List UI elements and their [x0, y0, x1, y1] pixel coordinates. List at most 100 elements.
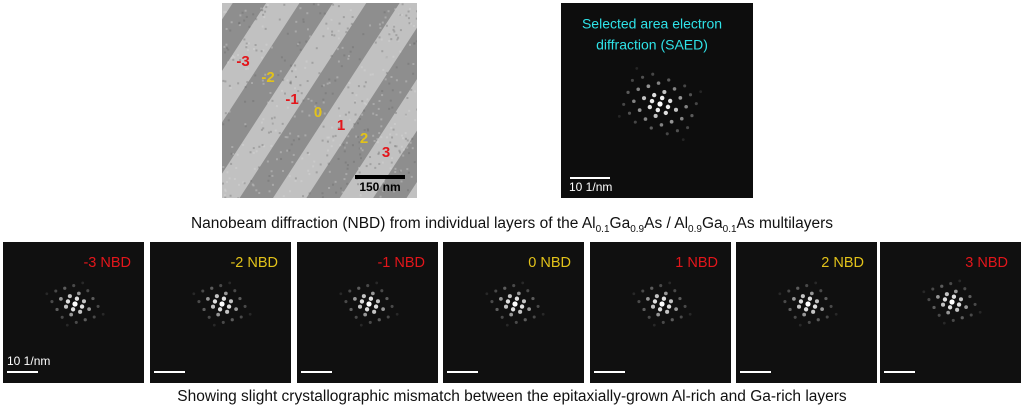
nbd-panel: 0 NBD — [443, 242, 584, 383]
diffraction-spot — [55, 307, 59, 312]
texture — [230, 152, 233, 155]
texture — [275, 158, 278, 161]
texture — [321, 85, 324, 88]
texture — [385, 24, 388, 27]
diffraction-spot — [228, 299, 234, 304]
texture — [408, 109, 411, 112]
texture — [394, 145, 397, 148]
texture — [399, 91, 402, 94]
layer-label: -2 — [261, 69, 274, 86]
texture — [399, 151, 402, 154]
texture — [415, 17, 417, 20]
texture — [340, 65, 343, 68]
texture — [391, 189, 394, 192]
texture — [224, 188, 227, 191]
panel-background — [880, 242, 1021, 383]
texture — [302, 99, 305, 102]
texture — [381, 90, 384, 93]
texture — [271, 174, 274, 177]
texture — [233, 178, 236, 181]
texture — [409, 22, 412, 25]
texture — [269, 130, 272, 133]
texture — [331, 92, 334, 95]
diffraction-spot — [834, 312, 838, 316]
texture — [260, 7, 263, 10]
diffraction-spot — [654, 294, 659, 299]
texture — [404, 137, 407, 140]
texture — [382, 189, 385, 192]
texture — [252, 100, 255, 103]
texture — [388, 33, 391, 36]
diffraction-spot — [788, 307, 792, 312]
subscript: 0.1 — [596, 224, 610, 235]
texture — [299, 7, 302, 10]
texture — [384, 78, 387, 81]
diffraction-spot — [944, 292, 949, 297]
diffraction-spot — [968, 294, 972, 299]
texture — [278, 18, 281, 21]
saed-image: Selected area electron diffraction (SAED… — [561, 3, 753, 198]
diffraction-spot — [641, 96, 647, 101]
diffraction-spot — [72, 301, 78, 307]
diffraction-spot — [65, 299, 71, 304]
texture — [337, 60, 340, 63]
diffraction-spot — [646, 297, 650, 301]
diffraction-spot — [679, 315, 683, 319]
texture — [315, 171, 318, 174]
texture — [226, 171, 229, 174]
texture — [284, 136, 287, 139]
diffraction-spot — [81, 299, 87, 304]
texture — [254, 44, 257, 47]
texture — [261, 79, 264, 82]
texture — [255, 189, 258, 192]
texture — [230, 21, 233, 24]
texture — [365, 165, 368, 168]
diffraction-spot — [807, 320, 811, 324]
texture — [372, 134, 375, 137]
texture — [413, 161, 416, 164]
caption-text: Nanobeam diffraction (NBD) from individu… — [191, 215, 596, 232]
texture — [381, 50, 384, 53]
panel-background — [150, 242, 291, 383]
texture — [260, 56, 263, 59]
texture — [359, 153, 362, 156]
stripe — [222, 3, 417, 198]
texture — [400, 13, 403, 16]
texture — [301, 110, 304, 113]
texture — [323, 112, 326, 115]
diffraction-spot — [964, 305, 968, 309]
diffraction-spot — [811, 309, 816, 314]
texture — [393, 123, 396, 126]
diffraction-spot — [673, 289, 677, 293]
diffraction-spot — [650, 304, 656, 309]
texture — [328, 78, 331, 81]
texture — [347, 57, 350, 60]
footer-caption: Showing slight crystallographic mismatch… — [177, 388, 847, 405]
texture — [377, 151, 380, 154]
texture — [344, 113, 347, 116]
texture — [331, 126, 334, 129]
texture — [286, 136, 289, 139]
texture — [416, 108, 417, 111]
diffraction-spot — [940, 284, 944, 288]
texture — [363, 129, 366, 132]
texture — [407, 171, 410, 174]
texture — [257, 166, 260, 169]
diffraction-spot — [931, 287, 935, 291]
texture — [286, 32, 289, 35]
texture — [415, 10, 417, 13]
diffraction-spot — [798, 299, 804, 304]
diffraction-spot — [219, 284, 223, 288]
texture — [387, 10, 390, 13]
texture — [380, 38, 383, 41]
texture — [331, 33, 334, 36]
texture — [410, 175, 413, 178]
texture — [415, 40, 417, 43]
diffraction-spot — [518, 309, 523, 314]
texture — [399, 169, 402, 172]
texture — [382, 68, 385, 71]
diffraction-spot — [630, 78, 634, 82]
texture — [311, 61, 314, 64]
texture — [232, 153, 235, 156]
diffraction-spot — [526, 289, 530, 293]
